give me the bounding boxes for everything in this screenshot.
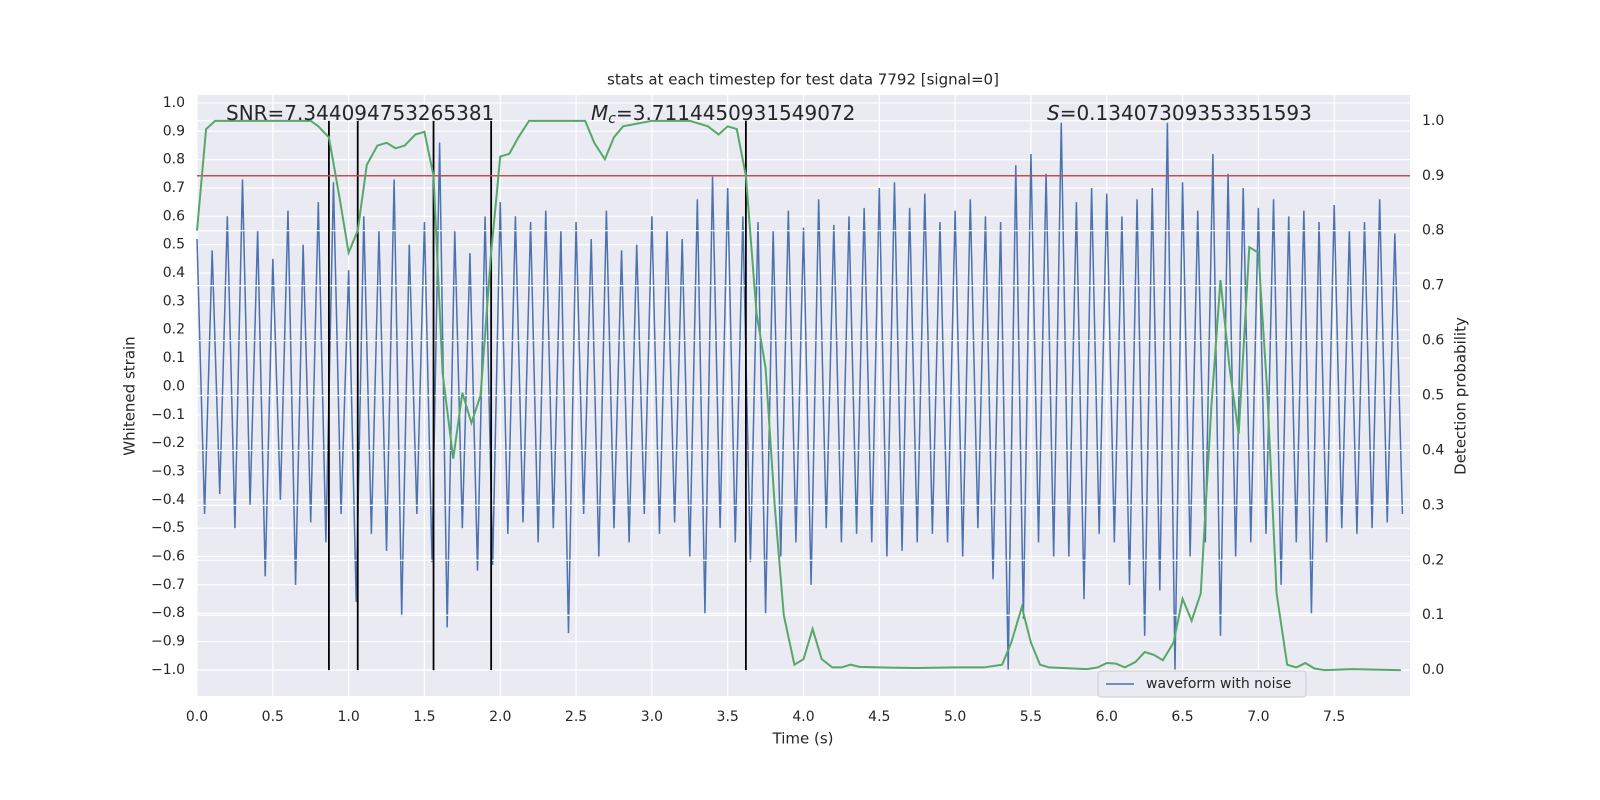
y-tick-label: 0.3 [163,293,185,309]
y-tick-label: −0.9 [151,634,185,650]
y2-tick-label: 0.0 [1422,662,1444,678]
y-tick-label: −0.8 [151,605,185,621]
y2-tick-label: 0.4 [1422,442,1444,458]
legend-box [1097,670,1307,698]
y2-tick-label: 0.3 [1422,497,1444,513]
y-tick-label: 0.7 [163,180,185,196]
y-axis-label: Whitened strain [121,336,139,455]
y-tick-label: 0.2 [163,322,185,338]
y2-tick-label: 1.0 [1422,113,1444,129]
x-tick-label: 4.5 [868,709,890,725]
annotation-subscript: c [608,111,616,127]
series-line [196,119,1401,672]
y-tick-label: −0.5 [151,520,185,536]
legend-label: waveform with noise [1146,676,1291,692]
x-tick-label: 7.0 [1247,709,1269,725]
y2-tick-label: 0.6 [1422,333,1444,349]
annotation: SNR=7.344094753265381 [226,101,494,125]
series-line [196,122,1404,670]
y-tick-label: 0.9 [163,123,185,139]
y2-axis-label: Detection probability [1452,317,1470,475]
y2-tick-label: 0.8 [1422,223,1444,239]
y-tick-label: 0.0 [163,378,185,394]
x-tick-label: 5.0 [944,709,966,725]
annotation-text: =0.13407309353351593 [1060,101,1312,125]
y-tick-label: −0.3 [151,463,185,479]
y-tick-label: −0.4 [151,492,185,508]
y2-tick-label: 0.7 [1422,278,1444,294]
chart-title: stats at each timestep for test data 779… [607,71,999,89]
annotation-symbol: S [1047,101,1060,125]
y-tick-label: 0.5 [163,237,185,253]
y-tick-label: −0.7 [151,577,185,593]
x-tick-label: 0.0 [186,709,208,725]
x-tick-label: 0.5 [262,709,284,725]
y-tick-label: −1.0 [151,662,185,678]
annotation-text: SNR=7.344094753265381 [226,101,494,125]
annotation: S=0.13407309353351593 [1047,101,1312,125]
x-axis-label: Time (s) [772,730,834,748]
annotation-symbol: M [591,101,608,125]
x-tick-label: 5.5 [1020,709,1042,725]
y2-tick-label: 0.2 [1422,552,1444,568]
y-tick-label: 0.4 [163,265,185,281]
x-tick-label: 6.0 [1096,709,1118,725]
y2-tick-label: 0.5 [1422,388,1444,404]
y-tick-label: −0.1 [151,407,185,423]
y2-tick-label: 0.9 [1422,168,1444,184]
x-tick-label: 4.0 [792,709,814,725]
y-tick-label: −0.2 [151,435,185,451]
x-tick-label: 1.5 [413,709,435,725]
y-tick-label: 0.1 [163,350,185,366]
y-tick-label: 1.0 [163,95,185,111]
y-tick-label: 0.8 [163,152,185,168]
x-tick-label: 2.5 [565,709,587,725]
x-tick-label: 6.5 [1171,709,1193,725]
y2-tick-label: 0.1 [1422,607,1444,623]
x-tick-label: 3.5 [717,709,739,725]
x-tick-label: 1.0 [337,709,359,725]
annotation-text: =3.7114450931549072 [616,101,855,125]
x-tick-label: 3.0 [641,709,663,725]
x-tick-label: 7.5 [1323,709,1345,725]
annotation: Mc=3.7114450931549072 [591,101,855,128]
y-tick-label: 0.6 [163,208,185,224]
x-tick-label: 2.0 [489,709,511,725]
y-tick-label: −0.6 [151,549,185,565]
